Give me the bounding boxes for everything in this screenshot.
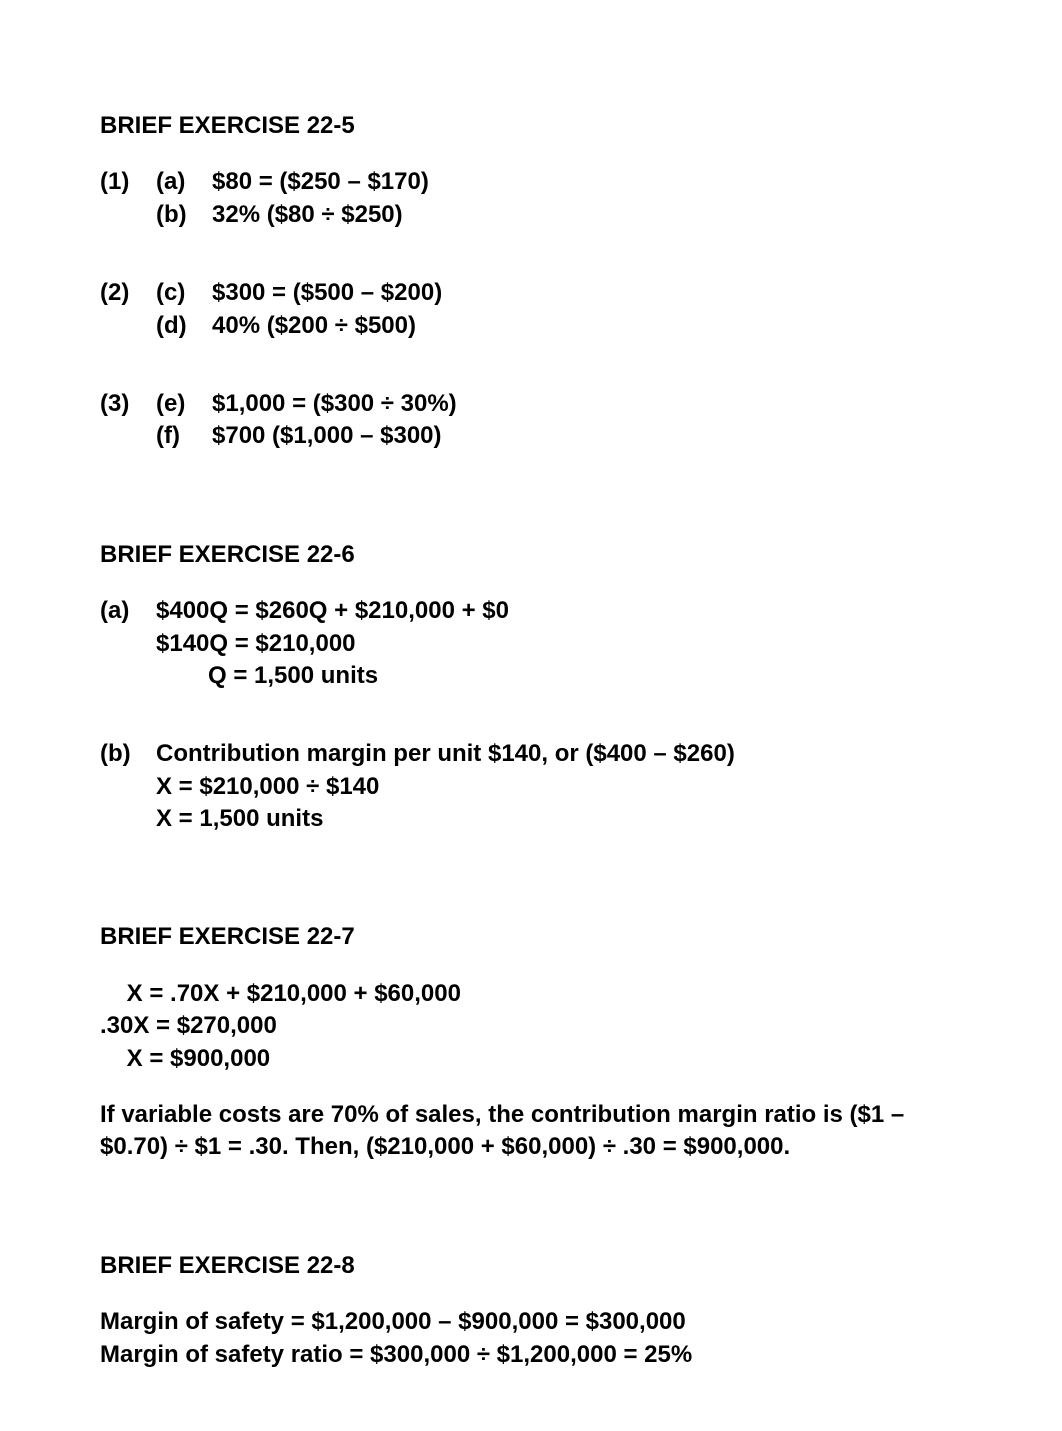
item-text: 32% ($80 ÷ $250) [212, 199, 962, 231]
ex6-a-line3: Q = 1,500 units [100, 660, 962, 692]
item-sub: (a) [156, 166, 212, 198]
exercise-8-body: Margin of safety = $1,200,000 – $900,000… [100, 1306, 962, 1371]
item-number: (2) [100, 277, 156, 309]
exercise-5-group-3: (3) (e) $1,000 = ($300 ÷ 30%) (f) $700 (… [100, 388, 962, 453]
part-label-a: (a) [100, 595, 156, 627]
ex6-a-line2: $140Q = $210,000 [100, 628, 962, 660]
exercise-5-item: (1) (a) $80 = ($250 – $170) [100, 166, 962, 198]
exercise-6-title: BRIEF EXERCISE 22-6 [100, 539, 962, 571]
part-label-b: (b) [100, 738, 156, 770]
exercise-6-b: (b) Contribution margin per unit $140, o… [100, 738, 962, 835]
item-number [100, 199, 156, 231]
exercise-5-item: (2) (c) $300 = ($500 – $200) [100, 277, 962, 309]
exercise-5-group-1: (1) (a) $80 = ($250 – $170) (b) 32% ($80… [100, 166, 962, 231]
item-text: 40% ($200 ÷ $500) [212, 310, 962, 342]
exercise-5-item: (3) (e) $1,000 = ($300 ÷ 30%) [100, 388, 962, 420]
item-sub: (f) [156, 420, 212, 452]
ex6-b-line2: X = $210,000 ÷ $140 [100, 771, 962, 803]
exercise-8-title: BRIEF EXERCISE 22-8 [100, 1250, 962, 1282]
ex7-eq2: .30X = $270,000 [100, 1010, 962, 1042]
ex8-line2: Margin of safety ratio = $300,000 ÷ $1,2… [100, 1339, 962, 1371]
exercise-7-equations: X = .70X + $210,000 + $60,000 .30X = $27… [100, 978, 962, 1075]
item-number: (1) [100, 166, 156, 198]
item-text: $300 = ($500 – $200) [212, 277, 962, 309]
item-sub: (b) [156, 199, 212, 231]
exercise-7-title: BRIEF EXERCISE 22-7 [100, 921, 962, 953]
exercise-5-group-2: (2) (c) $300 = ($500 – $200) (d) 40% ($2… [100, 277, 962, 342]
exercise-5-title: BRIEF EXERCISE 22-5 [100, 110, 962, 142]
item-sub: (d) [156, 310, 212, 342]
item-number: (3) [100, 388, 156, 420]
item-sub: (e) [156, 388, 212, 420]
item-sub: (c) [156, 277, 212, 309]
item-text: $80 = ($250 – $170) [212, 166, 962, 198]
ex7-eq1: X = .70X + $210,000 + $60,000 [100, 978, 962, 1010]
exercise-5-item: (f) $700 ($1,000 – $300) [100, 420, 962, 452]
exercise-5-item: (d) 40% ($200 ÷ $500) [100, 310, 962, 342]
ex6-a-line1: $400Q = $260Q + $210,000 + $0 [156, 595, 962, 627]
exercise-5-item: (b) 32% ($80 ÷ $250) [100, 199, 962, 231]
ex7-eq3: X = $900,000 [100, 1043, 962, 1075]
ex6-b-line3: X = 1,500 units [100, 803, 962, 835]
item-text: $1,000 = ($300 ÷ 30%) [212, 388, 962, 420]
item-number [100, 420, 156, 452]
exercise-7-paragraph: If variable costs are 70% of sales, the … [100, 1099, 962, 1164]
ex8-line1: Margin of safety = $1,200,000 – $900,000… [100, 1306, 962, 1338]
item-number [100, 310, 156, 342]
ex6-b-line1: Contribution margin per unit $140, or ($… [156, 738, 962, 770]
item-text: $700 ($1,000 – $300) [212, 420, 962, 452]
exercise-6-a: (a) $400Q = $260Q + $210,000 + $0 $140Q … [100, 595, 962, 692]
